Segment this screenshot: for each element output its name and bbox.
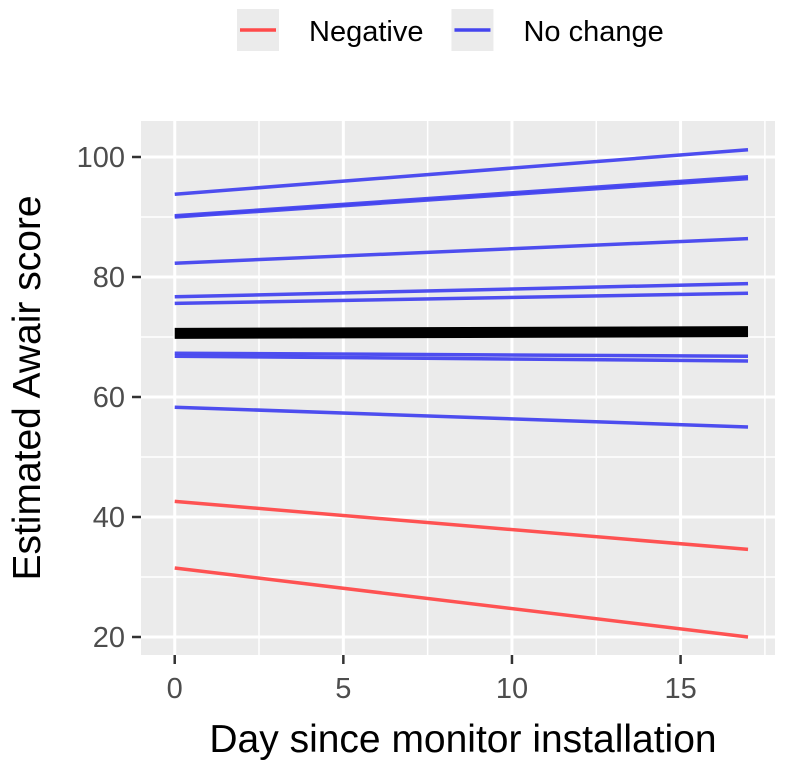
series-line-negative <box>174 499 749 552</box>
legend: Negative No change <box>237 9 664 51</box>
x-tick-label: 15 <box>664 673 696 705</box>
y-axis-title: Estimated Awair score <box>6 195 49 580</box>
x-axis-title: Day since monitor installation <box>209 718 716 761</box>
series-line-no-change <box>174 148 749 196</box>
major-gridlines <box>141 121 775 655</box>
y-tick-label: 80 <box>93 262 125 294</box>
series-line-no-change <box>174 176 749 219</box>
legend-label: No change <box>523 16 663 48</box>
series-line-no-change <box>174 236 749 265</box>
y-tick-label: 100 <box>77 142 125 174</box>
y-tick-label: 20 <box>93 622 125 654</box>
series-lines <box>174 148 749 639</box>
series-line-no-change <box>174 281 749 299</box>
overall-trend-line <box>174 326 749 339</box>
x-axis: 0 5 10 15 <box>167 655 697 705</box>
legend-label: Negative <box>309 16 423 48</box>
x-tick-label: 5 <box>335 673 351 705</box>
y-tick-label: 60 <box>93 382 125 414</box>
series-line-no-change <box>174 405 749 429</box>
x-tick-label: 10 <box>496 673 528 705</box>
y-tick-label: 40 <box>93 502 125 534</box>
series-line-no-change <box>174 354 749 363</box>
series-line-no-change <box>174 351 749 358</box>
x-tick-label: 0 <box>167 673 183 705</box>
series-line-no-change <box>174 291 749 306</box>
series-line-negative <box>174 566 749 639</box>
y-axis: 20 40 60 80 100 <box>77 142 141 654</box>
